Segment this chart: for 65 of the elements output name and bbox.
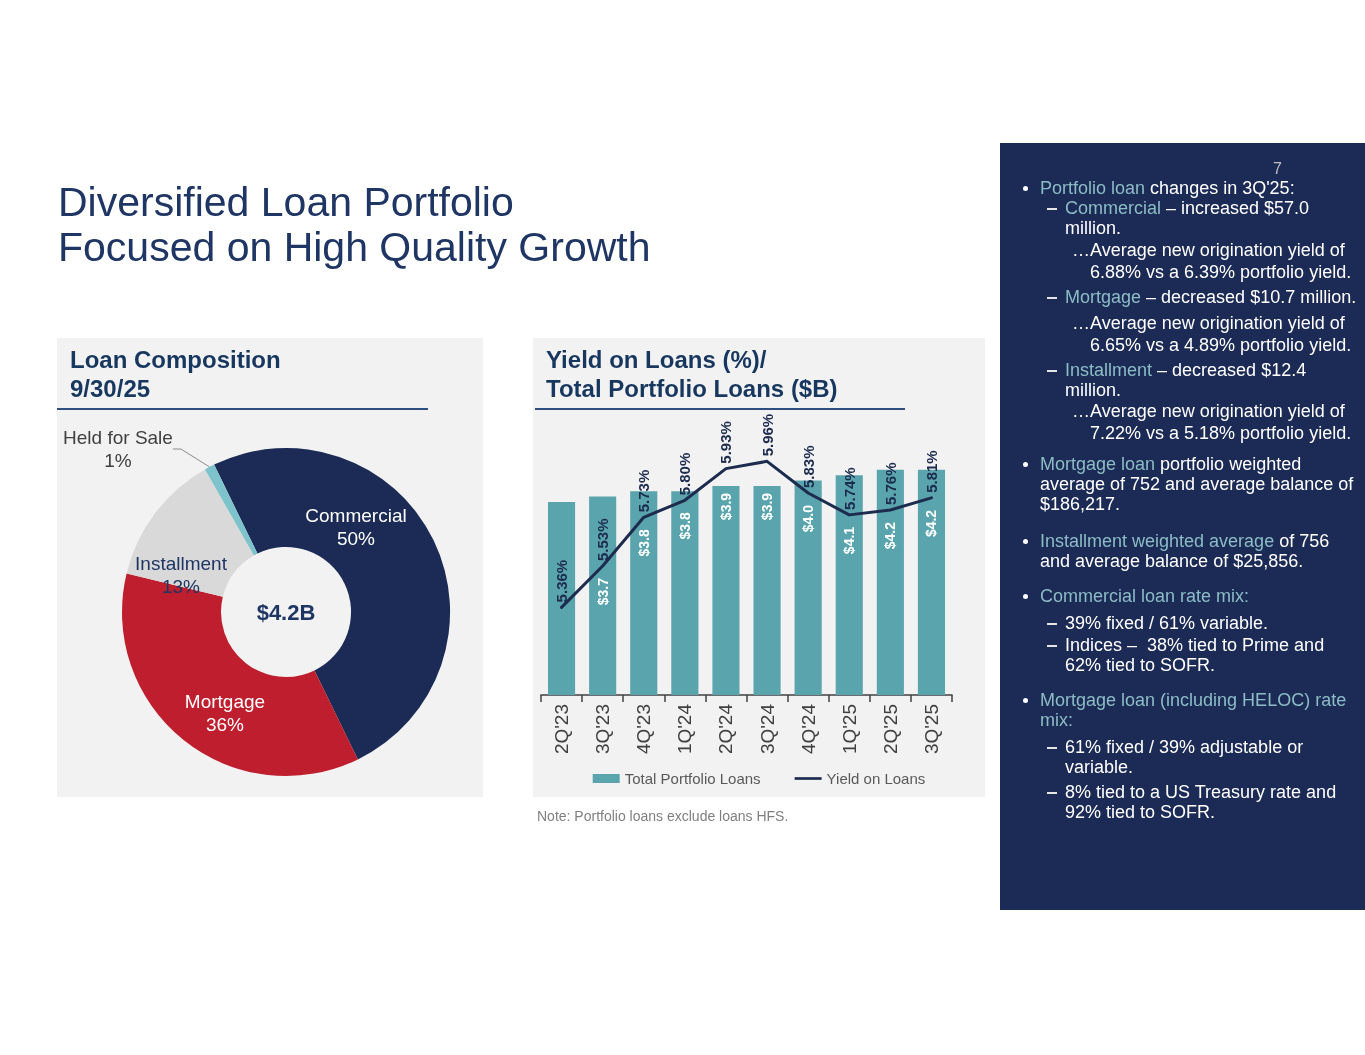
text: Mortgage loan (including HELOC) rate mix: xyxy=(1040,690,1348,730)
text: Commercial loan rate mix: xyxy=(1040,586,1250,606)
text: Indices – 38% tied to Prime and 62% tied to SOFR. xyxy=(1065,635,1326,675)
data-label: $4.2 xyxy=(923,509,940,538)
x-tick-label: 3Q'25 xyxy=(920,704,942,755)
x-tick-label: 2Q'25 xyxy=(879,704,901,755)
text: 8% tied to a US Treasury rate and 92% tied to SOFR. xyxy=(1065,782,1338,822)
bar xyxy=(712,485,740,695)
x-tick-label: 2Q'24 xyxy=(715,703,737,755)
chart-title: Loan Composition 9/30/25 xyxy=(70,345,281,403)
data-label: 5.83% xyxy=(799,445,817,488)
text: Mortgage loan xyxy=(1040,454,1156,474)
text: …Average new origination yield of 7.22% vs a 5.18% portfolio yield. xyxy=(1072,401,1352,443)
text: Commercial xyxy=(1065,198,1162,218)
data-label: $3.8 xyxy=(676,512,693,540)
text: …Average new origination yield of 6.88% vs a 6.39% portfolio yield. xyxy=(1072,240,1352,282)
text: 7 xyxy=(1273,160,1282,178)
text: 39% fixed / 61% variable. xyxy=(1065,613,1269,633)
legend-label: Total Portfolio Loans xyxy=(624,770,761,787)
text: – decreased $10.7 million. xyxy=(1146,287,1357,307)
slice-label: Mortgage xyxy=(184,691,266,712)
slice-label: Installment xyxy=(135,553,228,574)
data-label: 5.80% xyxy=(676,452,694,496)
legend-label: Yield on Loans xyxy=(826,770,926,787)
x-tick-label: 2Q'23 xyxy=(551,704,573,755)
data-label: 5.36% xyxy=(553,559,571,603)
text: Mortgage xyxy=(1065,287,1142,307)
data-label: $3.9 xyxy=(717,492,734,521)
data-label: $3.8 xyxy=(635,529,652,557)
bar xyxy=(753,485,781,695)
x-tick-label: 4Q'23 xyxy=(633,704,655,755)
data-label: 13% xyxy=(161,576,201,597)
text: Note: Portfolio loans exclude loans HFS. xyxy=(537,808,789,824)
x-tick-label: 4Q'24 xyxy=(797,703,819,755)
slice-label: Held for Sale xyxy=(63,427,173,448)
data-label: 5.81% xyxy=(922,450,940,493)
data-label: 5.73% xyxy=(635,469,653,513)
x-tick-label: 3Q'23 xyxy=(592,704,614,755)
data-label: 1% xyxy=(104,450,132,471)
text: Diversified Loan Portfolio Focused on High Quality Growth xyxy=(58,179,651,270)
slice-label: Commercial xyxy=(305,505,407,526)
x-tick-label: 3Q'24 xyxy=(756,703,778,755)
text: Installment xyxy=(1065,360,1153,380)
data-label: 5.74% xyxy=(840,467,858,510)
data-label: 5.53% xyxy=(594,518,612,561)
text: Portfolio loan xyxy=(1040,178,1146,198)
text: $4.2B xyxy=(256,599,316,625)
text: changes in 3Q'25: xyxy=(1150,178,1295,198)
data-label: $4.1 xyxy=(841,526,858,555)
data-label: $4.0 xyxy=(800,504,817,533)
chart-title: Yield on Loans (%)/ Total Portfolio Loans ($B) xyxy=(546,345,838,403)
text: Installment weighted average xyxy=(1040,531,1275,551)
data-label: 50% xyxy=(336,528,376,549)
data-label: 36% xyxy=(205,714,245,735)
text: 61% fixed / 39% adjustable or variable. xyxy=(1065,737,1305,777)
data-label: 5.93% xyxy=(717,421,735,464)
data-label: 5.96% xyxy=(758,413,776,457)
data-label: $3.9 xyxy=(759,492,776,521)
x-tick-label: 1Q'24 xyxy=(674,703,696,755)
x-tick-label: 1Q'25 xyxy=(838,704,860,755)
data-label: $3.7 xyxy=(594,577,611,606)
data-label: $4.2 xyxy=(882,521,899,550)
data-label: 5.76% xyxy=(881,462,899,506)
bar xyxy=(547,501,576,695)
text: …Average new origination yield of 6.65% vs a 4.89% portfolio yield. xyxy=(1072,313,1352,355)
